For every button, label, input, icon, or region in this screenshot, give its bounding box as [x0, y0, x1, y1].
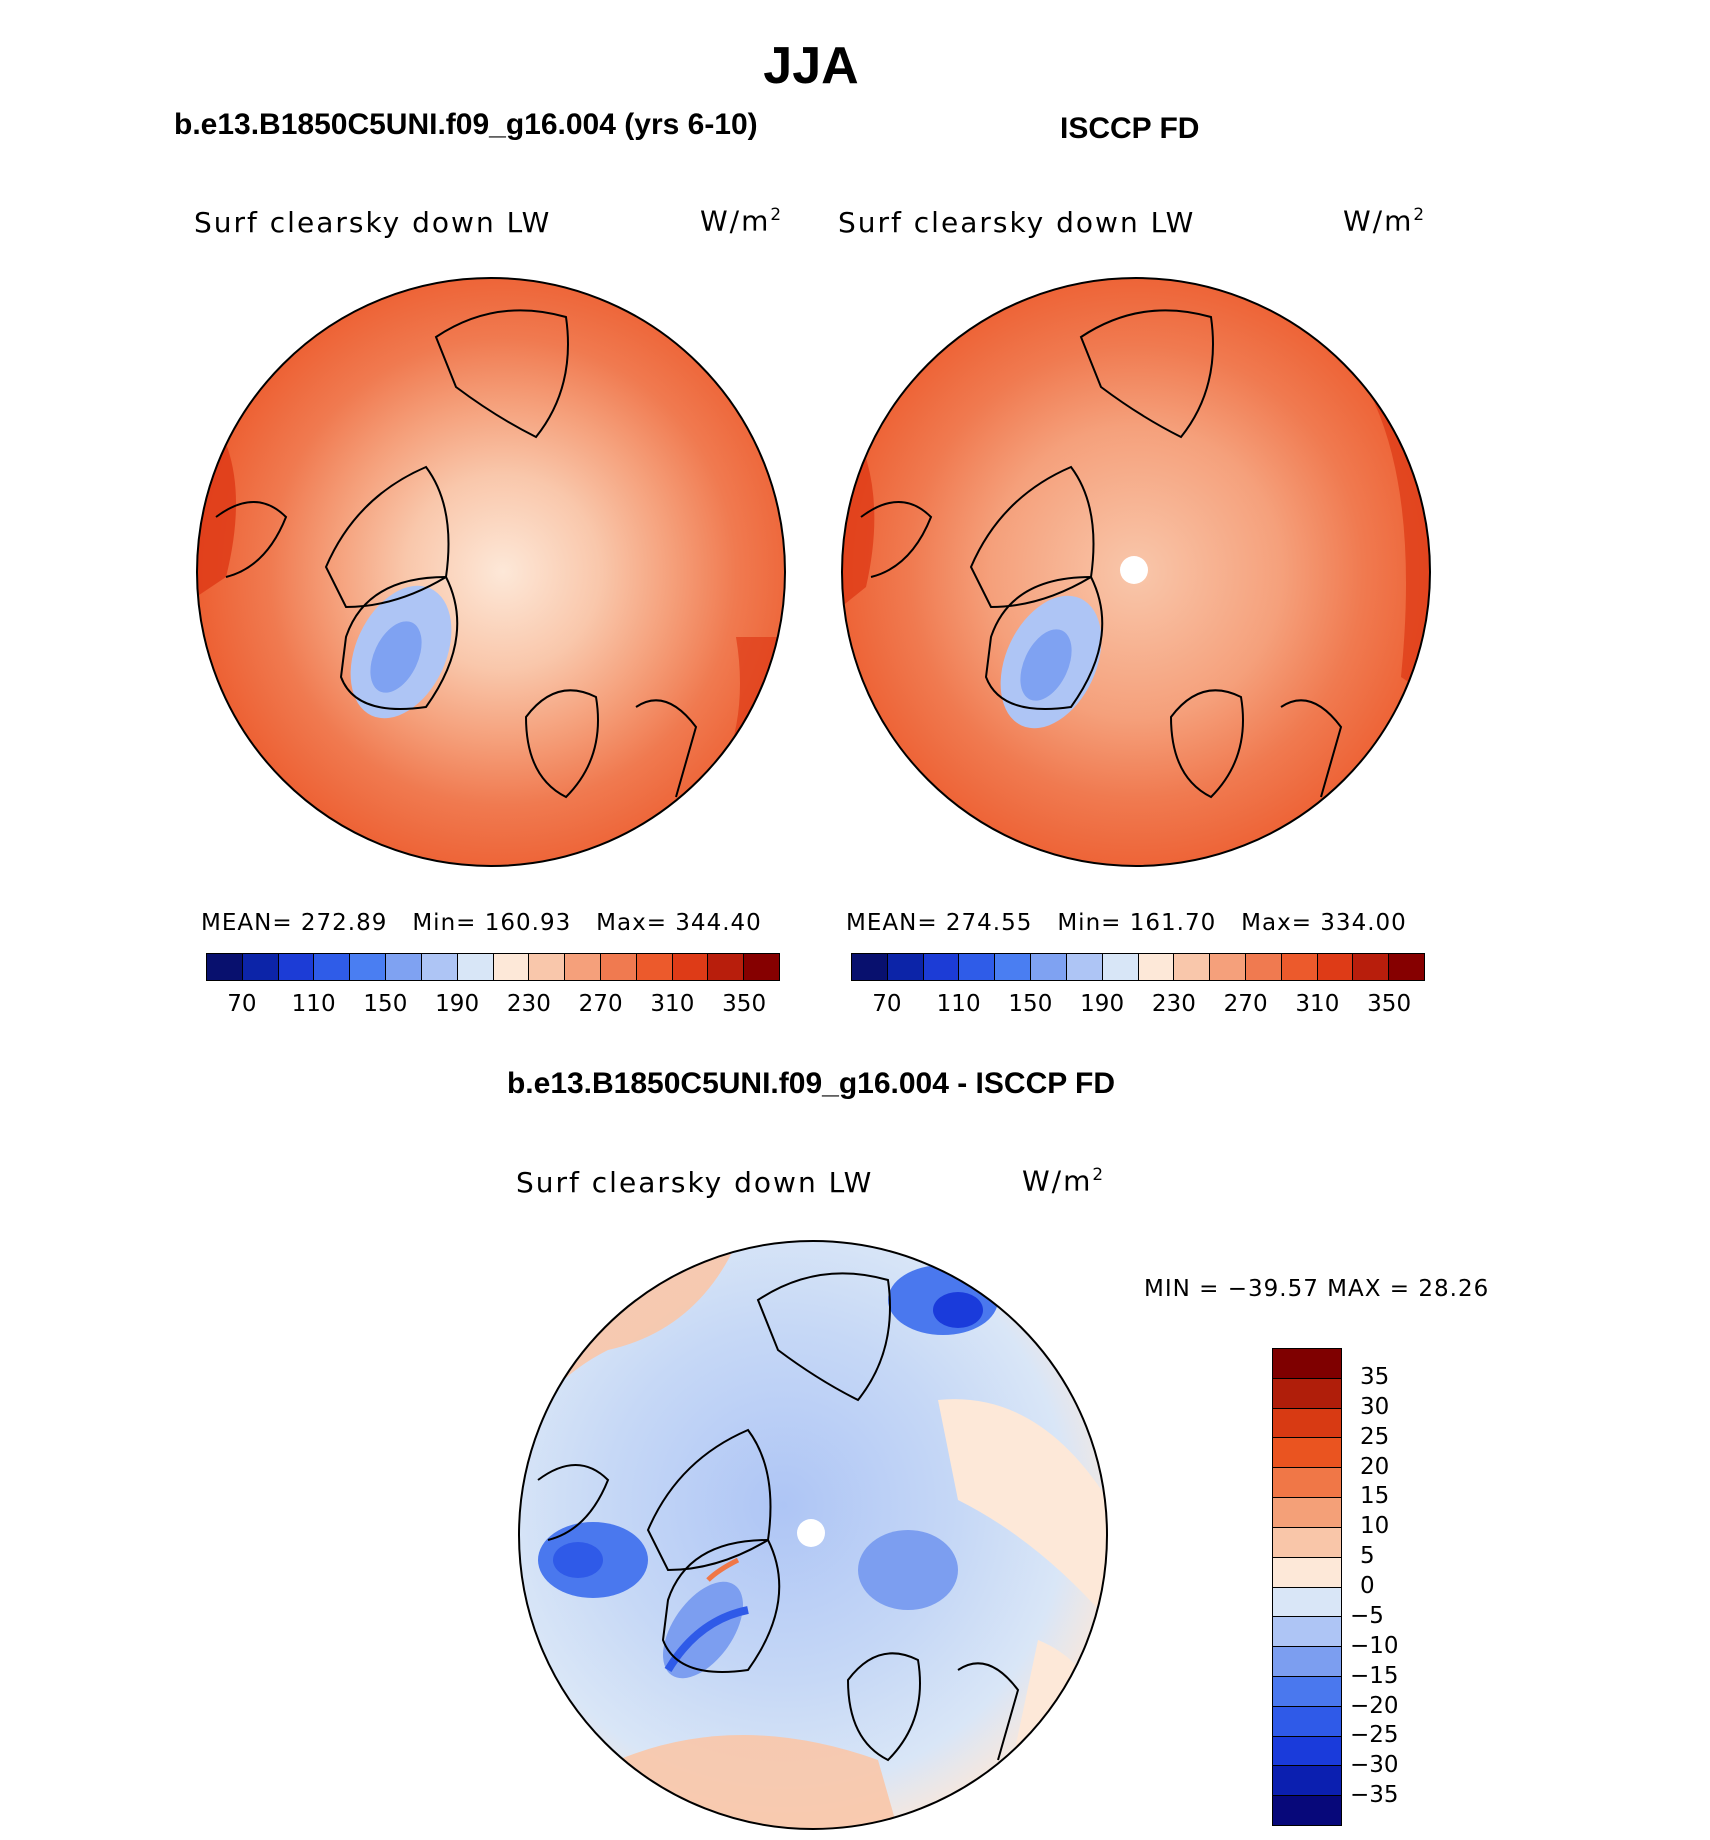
colorbar-swatch — [743, 954, 779, 980]
main-title: JJA — [763, 37, 859, 95]
diff-polar-map — [518, 1240, 1108, 1830]
colorbar-tick-label: 350 — [722, 991, 767, 1017]
colorbar-swatch — [707, 954, 744, 980]
colorbar-swatch — [456, 954, 493, 980]
right-colorbar — [851, 953, 1425, 981]
colorbar-tick-label: 150 — [1008, 991, 1053, 1017]
right-stats: MEAN= 274.55 Min= 161.70 Max= 334.00 — [846, 910, 1407, 936]
colorbar-tick-label: 5 — [1360, 1543, 1375, 1570]
colorbar-tick-label: −35 — [1350, 1782, 1399, 1809]
colorbar-tick-label: 350 — [1367, 991, 1412, 1017]
colorbar-tick-label: 270 — [578, 991, 623, 1017]
right-variable-label: Surf clearsky down LW — [838, 206, 1196, 239]
colorbar-swatch — [1273, 1526, 1341, 1557]
colorbar-tick-label: 310 — [1295, 991, 1340, 1017]
colorbar-swatch — [207, 954, 242, 980]
left-stats: MEAN= 272.89 Min= 160.93 Max= 344.40 — [201, 910, 762, 936]
colorbar-tick-label: 110 — [936, 991, 981, 1017]
diff-units-label: W/m2 — [1022, 1164, 1106, 1198]
colorbar-swatch — [1273, 1646, 1341, 1676]
colorbar-swatch — [1352, 954, 1389, 980]
colorbar-tick-label: 230 — [1151, 991, 1196, 1017]
colorbar-swatch — [1065, 954, 1102, 980]
colorbar-tick-label: 70 — [227, 991, 257, 1017]
colorbar-swatch — [1101, 954, 1138, 980]
colorbar-swatch — [1280, 954, 1317, 980]
colorbar-swatch — [241, 954, 278, 980]
colorbar-tick-label: 230 — [506, 991, 551, 1017]
colorbar-swatch — [922, 954, 959, 980]
colorbar-swatch — [1273, 1497, 1341, 1527]
colorbar-swatch — [420, 954, 457, 980]
colorbar-swatch — [1273, 1556, 1341, 1587]
colorbar-tick-label: 35 — [1360, 1363, 1390, 1390]
colorbar-swatch — [1209, 954, 1245, 980]
colorbar-tick-label: −25 — [1350, 1722, 1399, 1749]
colorbar-swatch — [1273, 1795, 1341, 1825]
colorbar-swatch — [528, 954, 565, 980]
colorbar-swatch — [852, 954, 887, 980]
colorbar-tick-label: 30 — [1360, 1393, 1390, 1420]
colorbar-tick-label: 110 — [291, 991, 336, 1017]
diff-colorbar — [1272, 1348, 1342, 1826]
colorbar-swatch — [1273, 1377, 1341, 1408]
colorbar-tick-label: 20 — [1360, 1453, 1390, 1480]
left-variable-label: Surf clearsky down LW — [194, 206, 552, 239]
colorbar-swatch — [564, 954, 600, 980]
colorbar-swatch — [313, 954, 350, 980]
colorbar-swatch — [1030, 954, 1066, 980]
colorbar-tick-label: 0 — [1360, 1573, 1375, 1599]
colorbar-swatch — [671, 954, 708, 980]
colorbar-swatch — [1173, 954, 1210, 980]
colorbar-swatch — [1273, 1407, 1341, 1438]
colorbar-swatch — [1273, 1467, 1341, 1498]
colorbar-swatch — [635, 954, 672, 980]
colorbar-swatch — [385, 954, 421, 980]
colorbar-tick-label: 70 — [872, 991, 902, 1017]
colorbar-tick-label: 25 — [1360, 1423, 1390, 1450]
left-polar-map — [196, 277, 786, 867]
diff-stats: MIN = −39.57 MAX = 28.26 — [1144, 1276, 1490, 1302]
colorbar-swatch — [1316, 954, 1353, 980]
colorbar-tick-label: 190 — [435, 991, 480, 1017]
colorbar-swatch — [277, 954, 314, 980]
right-polar-map — [841, 277, 1431, 867]
colorbar-tick-label: 190 — [1080, 991, 1125, 1017]
diff-variable-label: Surf clearsky down LW — [516, 1166, 874, 1199]
colorbar-tick-label: −30 — [1350, 1752, 1399, 1779]
colorbar-swatch — [492, 954, 529, 980]
colorbar-swatch — [1273, 1675, 1341, 1706]
colorbar-swatch — [1137, 954, 1174, 980]
colorbar-swatch — [349, 954, 386, 980]
right-panel-title: ISCCP FD — [1060, 112, 1200, 145]
colorbar-swatch — [886, 954, 923, 980]
left-units-label: W/m2 — [700, 204, 784, 238]
colorbar-tick-label: −10 — [1350, 1632, 1399, 1659]
colorbar-swatch — [1273, 1349, 1341, 1378]
colorbar-tick-label: 10 — [1360, 1513, 1390, 1540]
colorbar-tick-label: −5 — [1350, 1602, 1384, 1629]
colorbar-tick-label: 310 — [650, 991, 695, 1017]
colorbar-swatch — [1273, 1765, 1341, 1796]
left-panel-title: b.e13.B1850C5UNI.f09_g16.004 (yrs 6-10) — [174, 108, 758, 141]
colorbar-swatch — [1273, 1437, 1341, 1468]
diff-panel-title: b.e13.B1850C5UNI.f09_g16.004 - ISCCP FD — [506, 1067, 1116, 1100]
colorbar-swatch — [1273, 1705, 1341, 1736]
colorbar-swatch — [1273, 1616, 1341, 1647]
colorbar-swatch — [1273, 1586, 1341, 1617]
colorbar-tick-label: 15 — [1360, 1483, 1390, 1510]
colorbar-swatch — [599, 954, 636, 980]
right-units-label: W/m2 — [1343, 204, 1427, 238]
colorbar-swatch — [994, 954, 1031, 980]
colorbar-tick-label: −20 — [1350, 1692, 1399, 1719]
colorbar-swatch — [1388, 954, 1424, 980]
colorbar-tick-label: 150 — [363, 991, 408, 1017]
left-colorbar — [206, 953, 780, 981]
colorbar-tick-label: 270 — [1223, 991, 1268, 1017]
colorbar-tick-label: −15 — [1350, 1662, 1399, 1689]
colorbar-swatch — [958, 954, 995, 980]
colorbar-swatch — [1273, 1735, 1341, 1766]
colorbar-swatch — [1244, 954, 1281, 980]
